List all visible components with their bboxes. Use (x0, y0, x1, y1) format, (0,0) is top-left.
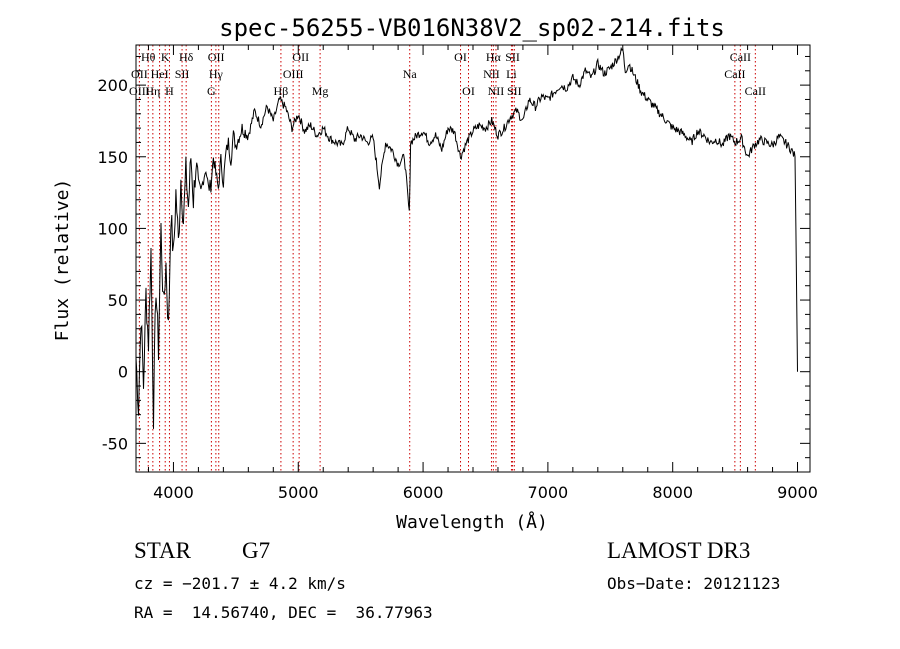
plot-frame (135, 44, 811, 473)
obs-date-text: Obs−Date: 20121123 (607, 574, 781, 593)
spectral-line-label: Mg (312, 84, 329, 98)
object-subclass: G7 (242, 538, 271, 563)
coordinates-text: RA = 14.56740, DEC = 36.77963 (134, 603, 433, 622)
x-tick-label: 5000 (278, 483, 319, 502)
line-markers (138, 45, 756, 472)
spectral-line-label: SII (175, 67, 190, 81)
axis-ticks: 4000 5000 6000 7000 8000 9000 -50 0 50 100 150 200 (97, 45, 818, 502)
spectral-line-label: OII (131, 67, 148, 81)
y-tick-label: 50 (108, 291, 128, 310)
spectral-line-label: CaII (745, 84, 766, 98)
spectral-line-label: Hη (145, 84, 160, 98)
y-tick-label: 100 (97, 219, 128, 238)
spectral-line-label: Hδ (179, 50, 194, 64)
spectral-line-label: NII (483, 67, 500, 81)
spectrum-series-line (135, 46, 798, 429)
spectral-line-label: SII (505, 50, 520, 64)
spectral-line-label: Na (403, 67, 418, 81)
survey-name: LAMOST DR3 (607, 538, 751, 563)
spectral-line-label: OI (462, 84, 475, 98)
x-axis-label: Wavelength (Å) (396, 511, 548, 533)
spectral-line-label: Hβ (274, 84, 289, 98)
spectral-line-label: OIII (283, 67, 304, 81)
spectral-line-label: OI (454, 50, 467, 64)
y-tick-label: 200 (97, 76, 128, 95)
spectrum-chart: spec-56255-VB016N38V2_sp02-214.fits 4000… (52, 14, 818, 533)
object-class: STAR (134, 538, 191, 563)
y-tick-label: 150 (97, 148, 128, 167)
spectral-line-label: Li (506, 67, 517, 81)
spectral-line-label: CaII (730, 50, 751, 64)
spectral-line-label: OII (292, 50, 309, 64)
spectral-line-label: CaII (724, 67, 745, 81)
x-tick-label: 7000 (528, 483, 569, 502)
y-axis-label: Flux (relative) (52, 179, 73, 342)
chart-title: spec-56255-VB016N38V2_sp02-214.fits (219, 14, 725, 42)
spectral-line-label: G (207, 84, 216, 98)
spectral-line-label: H (165, 84, 174, 98)
y-tick-label: 0 (118, 363, 128, 382)
x-tick-label: 9000 (777, 483, 818, 502)
spectral-line-label: HeI (151, 67, 169, 81)
spectral-line-label: Hθ (141, 50, 156, 64)
spectral-line-label: SII (507, 84, 522, 98)
spectral-line-label: Hα (486, 50, 502, 64)
x-tick-label: 4000 (153, 483, 194, 502)
x-tick-label: 6000 (403, 483, 444, 502)
spectral-line-label: K (161, 50, 170, 64)
spectral-line-label: NII (488, 84, 505, 98)
x-tick-label: 8000 (652, 483, 693, 502)
spectral-line-label: OII (208, 50, 225, 64)
spectral-line-label: OIII (129, 84, 150, 98)
y-tick-label: -50 (102, 434, 128, 453)
redshift-text: cz = −201.7 ± 4.2 km/s (134, 574, 346, 593)
spectral-line-label: Hγ (209, 67, 224, 81)
